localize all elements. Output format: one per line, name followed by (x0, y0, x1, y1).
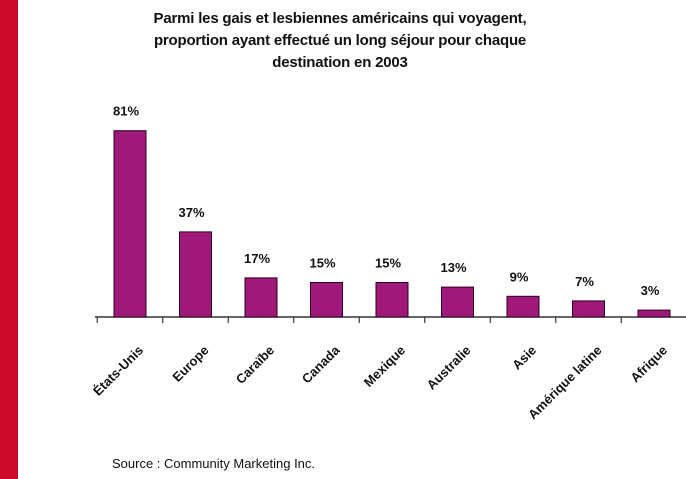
bar (113, 130, 147, 318)
x-tick-label: Australie (424, 343, 474, 393)
bar (244, 277, 278, 318)
x-tick-label: Afrique (627, 343, 670, 386)
bar (310, 282, 343, 318)
data-label: 3% (641, 283, 660, 298)
chart-title: Parmi les gais et lesbiennes américains … (80, 8, 600, 74)
x-tick-label: Europe (169, 343, 211, 385)
x-tick-label: Caraïbe (233, 343, 277, 387)
x-tick-label: Mexique (361, 343, 408, 390)
x-tick-label: États-Unis (90, 343, 146, 399)
data-label: 15% (309, 256, 335, 271)
bar (179, 231, 212, 318)
accent-bar (0, 0, 18, 479)
bar (441, 286, 474, 318)
bar (375, 282, 409, 318)
data-label: 37% (178, 205, 204, 220)
chart-title-line: Parmi les gais et lesbiennes américains … (153, 10, 527, 27)
data-label: 13% (440, 260, 466, 275)
data-label: 7% (575, 274, 594, 289)
data-label: 15% (375, 256, 401, 271)
bar (572, 300, 605, 318)
data-label: 17% (244, 251, 270, 266)
data-label: 9% (510, 269, 529, 284)
bar (637, 309, 671, 318)
x-tick-label: Asie (509, 343, 539, 373)
data-label: 81% (113, 104, 139, 119)
x-tick-label: Canada (299, 342, 343, 386)
chart-title-line: proportion ayant effectué un long séjour… (153, 32, 527, 49)
source-note: Source : Community Marketing Inc. (112, 456, 316, 471)
chart-title-line: destination en 2003 (272, 54, 408, 71)
bar (506, 295, 540, 318)
